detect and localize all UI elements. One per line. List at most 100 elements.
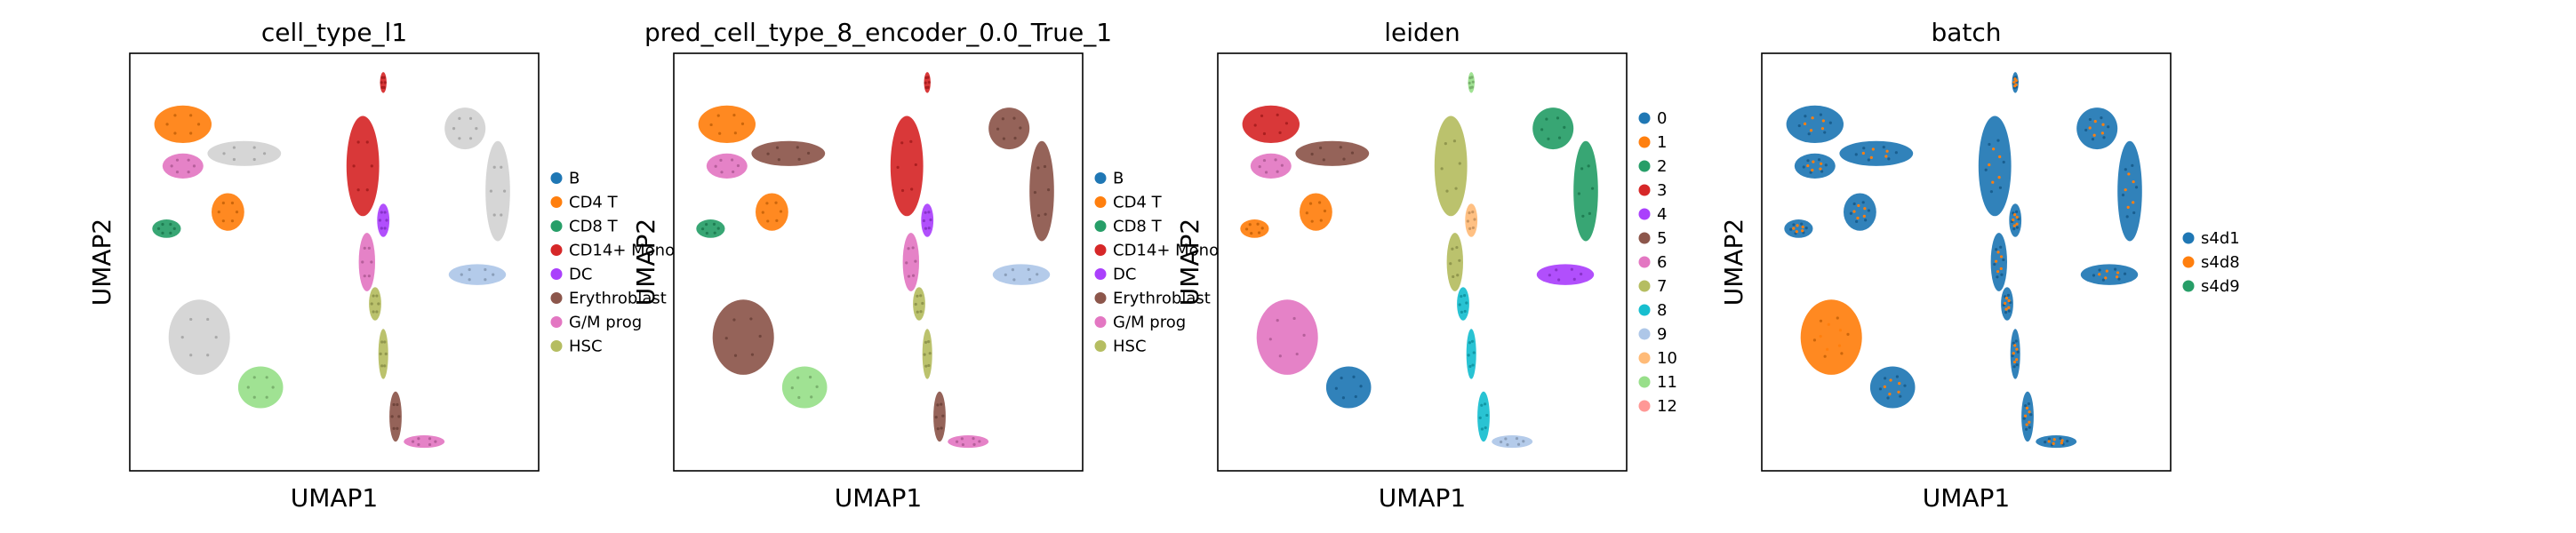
legend-marker — [1094, 268, 1107, 280]
cell-point — [1468, 364, 1472, 369]
cell-point — [732, 170, 735, 174]
cell-point — [1458, 162, 1461, 165]
cell-point — [928, 352, 932, 355]
cell-point — [2117, 277, 2121, 281]
cell-point — [206, 354, 210, 357]
legend-label: CD4 T — [569, 194, 619, 212]
cell-point — [761, 211, 764, 214]
cell-point — [2007, 298, 2011, 303]
cell-point — [1863, 207, 1867, 211]
legend-marker — [1638, 400, 1651, 412]
cell-point — [909, 139, 913, 143]
cell-point — [2116, 271, 2120, 274]
legend-label: Erythroblast — [1113, 290, 1211, 308]
cell-cluster-ery-a — [1839, 140, 1914, 166]
cell-point — [383, 227, 387, 230]
legend-label: CD8 T — [1113, 218, 1163, 236]
cell-point — [1577, 192, 1581, 195]
cell-point — [941, 414, 945, 418]
cell-cluster-gm — [1446, 233, 1464, 291]
cell-point — [2013, 344, 2017, 347]
cell-point — [1449, 262, 1452, 266]
legend-label: 4 — [1657, 205, 1667, 224]
legend: B CD4 T CD8 T CD14+ Mono DC Erythroblast G/M p… — [550, 170, 675, 356]
cell-point — [923, 353, 926, 356]
legend-label: CD14+ Mono — [1113, 242, 1219, 260]
cell-point — [1515, 436, 1519, 441]
cell-point — [1310, 152, 1314, 156]
cell-point — [1004, 273, 1007, 277]
cell-cluster-ery-a — [1295, 140, 1370, 166]
cell-point — [1792, 223, 1796, 227]
cell-point — [1894, 151, 1898, 155]
legend-marker — [2182, 280, 2195, 292]
cell-point — [1339, 146, 1342, 149]
cell-cluster-b-top — [1800, 299, 1862, 375]
cell-point — [1462, 293, 1467, 298]
cell-point — [1036, 273, 1039, 276]
cell-point — [922, 219, 926, 223]
cell-point — [2101, 123, 2105, 126]
cell-point — [740, 122, 745, 125]
cell-point — [1458, 303, 1461, 306]
cell-point — [1803, 122, 1807, 125]
cell-point — [1998, 155, 2002, 159]
cell-point — [500, 213, 503, 217]
cell-point — [2092, 274, 2096, 277]
cell-point — [246, 386, 250, 389]
cell-point — [1485, 413, 1489, 418]
cell-point — [779, 210, 783, 213]
cell-point — [1468, 227, 1472, 231]
cell-point — [1260, 227, 1264, 230]
cell-point — [196, 123, 201, 126]
cell-point — [1278, 354, 1282, 358]
cell-point — [1580, 272, 1583, 276]
cell-cluster-cd4-c — [212, 193, 244, 231]
cell-cluster-gm — [1990, 233, 2007, 291]
cell-point — [1278, 131, 1282, 134]
cell-cluster-b-top — [1256, 299, 1318, 375]
cell-point — [1884, 377, 1887, 380]
cell-point — [1341, 396, 1346, 400]
legend-marker — [1094, 220, 1107, 232]
cell-point — [2002, 258, 2005, 262]
legend-label: DC — [1113, 266, 1136, 284]
cell-point — [1898, 382, 1901, 386]
cell-point — [1256, 222, 1260, 226]
cell-point — [2124, 168, 2127, 171]
cell-point — [1563, 125, 1566, 129]
cell-point — [733, 131, 737, 135]
cell-point — [1033, 190, 1037, 195]
cell-point — [2015, 347, 2019, 351]
cell-point — [2015, 215, 2019, 219]
cell-point — [380, 211, 383, 214]
cell-point — [217, 211, 220, 214]
cell-point — [1258, 165, 1261, 169]
cell-cluster-gm — [902, 233, 919, 291]
cell-point — [2004, 310, 2008, 314]
cell-cluster-arc-a — [444, 107, 486, 150]
cell-point — [700, 227, 705, 231]
cell-point — [378, 219, 382, 222]
cell-point — [468, 116, 473, 121]
cell-point — [2134, 186, 2139, 189]
cell-point — [911, 274, 916, 277]
cell-point — [1801, 229, 1804, 233]
cell-point — [380, 364, 384, 368]
cell-point — [972, 437, 975, 441]
cell-point — [365, 188, 369, 192]
cell-point — [2003, 301, 2007, 306]
cell-point — [2101, 278, 2105, 282]
cell-point — [1276, 113, 1279, 116]
cell-point — [1467, 354, 1470, 357]
cell-point — [1471, 226, 1475, 230]
cell-point — [2007, 309, 2011, 313]
legend-marker — [1638, 352, 1651, 364]
cell-point — [936, 427, 940, 431]
cell-point — [161, 231, 164, 235]
cell-point — [940, 402, 943, 406]
cell-cluster-stem-c — [2036, 435, 2077, 449]
cell-cluster-ery-a — [751, 140, 826, 166]
legend-label: 5 — [1657, 229, 1667, 248]
cell-point — [2093, 120, 2097, 123]
